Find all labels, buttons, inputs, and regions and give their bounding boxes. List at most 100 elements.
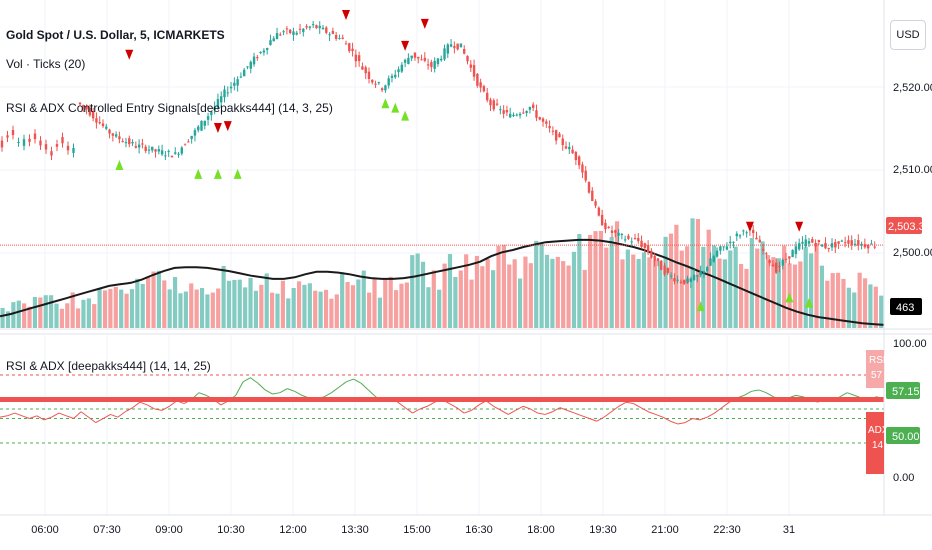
volume-bar — [577, 233, 582, 328]
volume-bar — [825, 280, 830, 328]
volume-bar — [350, 285, 356, 328]
candle-body — [866, 244, 870, 249]
volume-bar — [582, 269, 587, 328]
volume-bar — [162, 280, 167, 328]
volume-bar — [625, 249, 630, 328]
volume-bar — [760, 241, 765, 328]
rsi-segment — [412, 408, 421, 414]
candle-body — [88, 107, 92, 116]
candle-body — [476, 73, 479, 86]
volume-bar — [178, 293, 183, 328]
volume-bar — [275, 293, 280, 328]
candle-body — [673, 278, 676, 282]
rsi-segment — [161, 405, 170, 411]
rsi-segment — [235, 381, 244, 396]
buy-signal-arrow — [213, 168, 222, 179]
volume-bar — [453, 276, 458, 328]
rsi-segment — [102, 414, 111, 419]
candle-body — [870, 243, 873, 245]
volume-bar — [809, 253, 814, 328]
candle-body — [463, 48, 466, 54]
candle-body — [758, 239, 761, 243]
candle-body — [752, 229, 755, 234]
volume-bar — [685, 246, 690, 328]
volume-bar — [216, 288, 221, 328]
candle-body — [745, 232, 748, 234]
rsi-segment — [530, 408, 539, 414]
candle-body — [824, 243, 827, 249]
candle-body — [591, 190, 594, 202]
candle-body — [151, 146, 154, 151]
candle-body — [394, 74, 397, 78]
volume-bar — [835, 272, 841, 328]
candle-body — [518, 113, 522, 116]
volume-bar — [857, 272, 862, 328]
volume-legend[interactable]: Vol · Ticks (20) — [6, 57, 86, 71]
volume-bar — [841, 278, 846, 328]
volume-bar — [647, 257, 652, 328]
candle-body — [154, 149, 157, 152]
candle-body — [630, 241, 633, 243]
candle-body — [28, 138, 31, 142]
candle-body — [761, 248, 765, 251]
sell-signal-arrow — [342, 10, 350, 20]
candle-body — [108, 129, 111, 134]
volume-bar — [798, 261, 803, 328]
candle-body — [499, 109, 502, 111]
currency-button[interactable]: USD — [890, 20, 926, 50]
time-axis[interactable]: 06:00 07:30 09:00 10:30 12:00 13:30 15:00 16:30… — [31, 524, 795, 536]
volume-bar — [280, 280, 285, 328]
candle-body — [354, 54, 358, 62]
candle-body — [242, 69, 246, 77]
indicator-legend[interactable]: RSI & ADX Controlled Entry Signals[deepa… — [6, 101, 333, 115]
candle-body — [525, 110, 528, 114]
candle-body — [134, 146, 138, 148]
candle-body — [282, 31, 285, 33]
candle-body — [118, 136, 121, 140]
volume-bar — [5, 311, 11, 328]
oscillator-legend[interactable]: RSI & ADX [deepakks444] (14, 14, 25) — [6, 359, 211, 373]
volume-value-tag — [890, 298, 922, 315]
candle-body — [623, 239, 627, 241]
volume-bar — [270, 292, 275, 328]
candle-body — [646, 245, 650, 253]
rsi-segment — [515, 405, 524, 411]
candle-body — [512, 114, 515, 117]
candle-body — [633, 238, 637, 240]
candle-body — [183, 144, 187, 146]
candle-body — [725, 246, 729, 250]
symbol-title[interactable]: Gold Spot / U.S. Dollar, 5, ICMARKETS — [6, 28, 225, 42]
candle-body — [797, 243, 801, 250]
volume-bar — [194, 289, 199, 328]
buy-signal-arrow — [696, 301, 705, 312]
candle-body — [246, 66, 249, 68]
candle-body — [584, 170, 587, 181]
rsi-segment — [522, 405, 531, 410]
volume-bar — [620, 259, 625, 328]
candle-body — [702, 271, 706, 273]
candle-body — [377, 82, 381, 84]
volume-bar — [205, 294, 210, 328]
candle-body — [679, 281, 683, 283]
volume-bar — [172, 277, 178, 328]
volume-bar — [183, 291, 188, 328]
volume-bar — [437, 289, 442, 328]
candle-body — [781, 259, 784, 266]
candle-body — [357, 55, 361, 62]
rsi-segment — [574, 412, 583, 417]
rsi-segment — [51, 412, 60, 418]
candle-body — [692, 274, 696, 281]
time-axis-label: 18:00 — [527, 524, 555, 536]
candle-body — [72, 147, 75, 153]
candle-body — [683, 279, 686, 284]
volume-bar — [464, 254, 469, 328]
rsi-segment — [117, 411, 126, 418]
rsi-segment — [618, 401, 627, 407]
volume-bar — [792, 264, 798, 328]
rsi-segment — [714, 407, 723, 414]
volume-bar — [873, 286, 878, 328]
candle-body — [577, 156, 581, 166]
rsi-segment — [346, 378, 354, 383]
volume-bar — [512, 259, 517, 328]
